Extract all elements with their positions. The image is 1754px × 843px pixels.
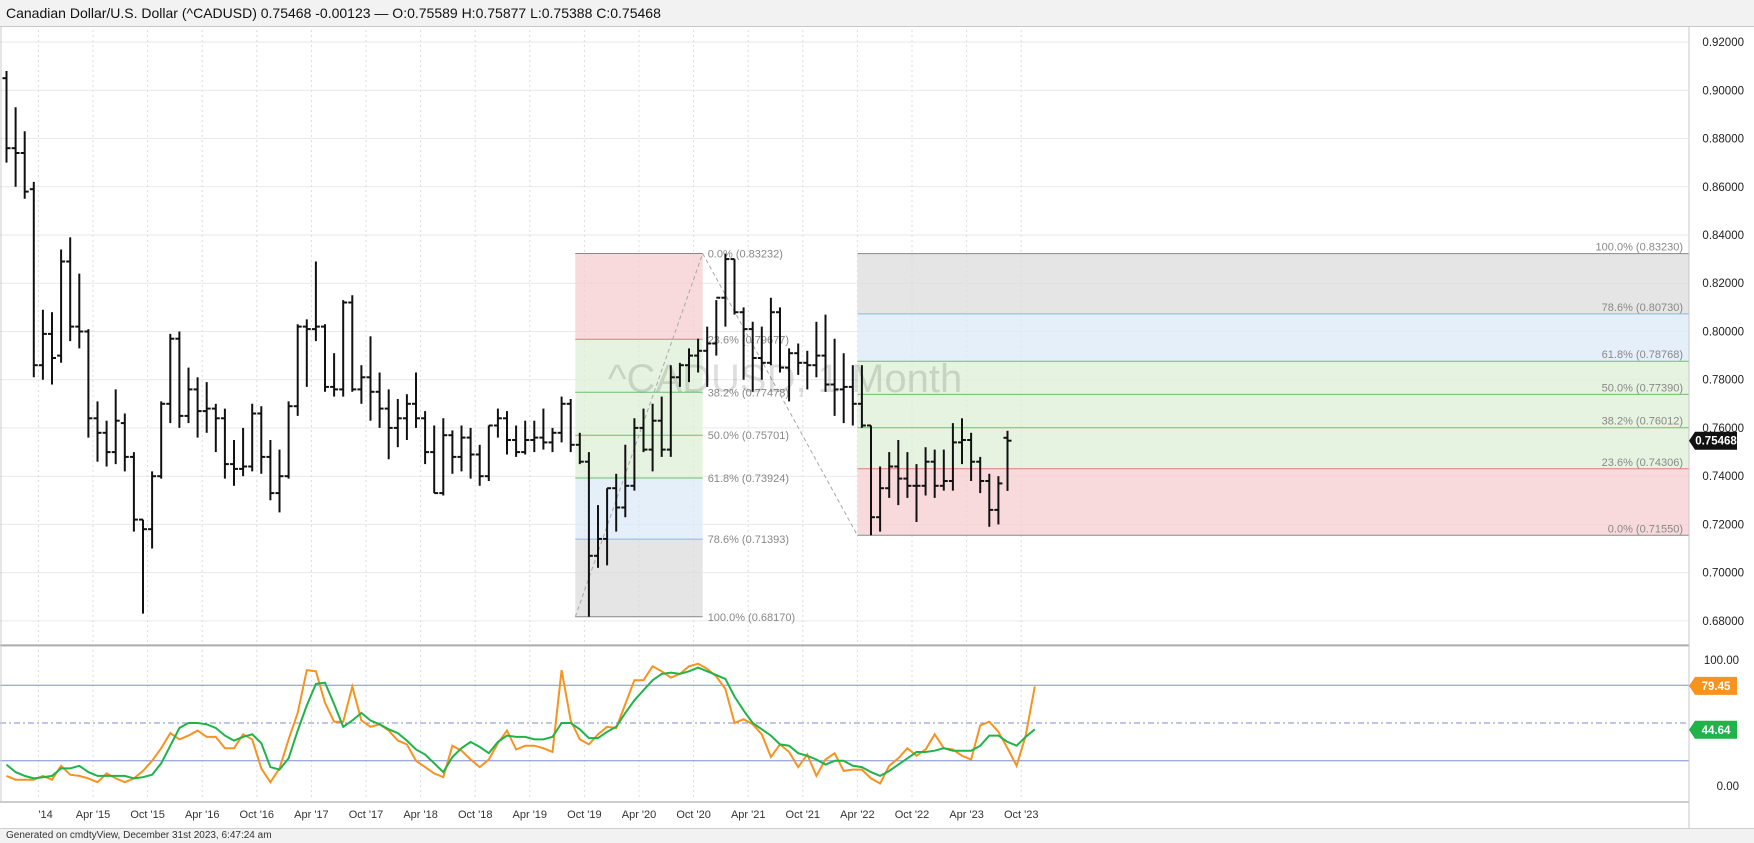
time-axis[interactable]: '14 Apr '15 Oct '15 Apr '16 Oct '16 Apr '17 Oc… (38, 809, 1038, 821)
fib-zone (857, 253, 1689, 314)
fib-level-label: 100.0% (0.68170) (708, 612, 795, 624)
price-tick-label: 0.68000 (1702, 616, 1744, 628)
time-tick-label: Oct '16 (240, 809, 275, 821)
fib-zone (575, 435, 703, 479)
orange-stochastic-value: 79.45 (1702, 681, 1731, 693)
ohlc-bars (2, 71, 1012, 617)
fib-level-label: 23.6% (0.79677) (708, 334, 789, 346)
green-stochastic-value: 44.64 (1702, 725, 1731, 737)
price-tick-label: 0.70000 (1702, 568, 1744, 580)
fib-level-label: 100.0% (0.83230) (1596, 242, 1683, 254)
fib-zone (857, 394, 1689, 428)
time-tick-label: Apr '20 (622, 809, 657, 821)
orange-stochastic-line (6, 662, 1036, 785)
time-tick-label: Oct '18 (458, 809, 493, 821)
fib-level-label: 78.6% (0.80730) (1602, 302, 1683, 314)
chart-title-bar: Canadian Dollar/U.S. Dollar (^CADUSD) 0.… (0, 0, 1754, 27)
price-tick-label: 0.82000 (1702, 278, 1744, 290)
symbol-watermark: ^CADUSD, 1 Month (608, 357, 962, 401)
oscillator-tick-label: 100.00 (1704, 655, 1739, 667)
fib-level-label: 23.6% (0.74306) (1602, 457, 1683, 469)
time-tick-label: Apr '16 (185, 809, 220, 821)
fib-level-label: 0.0% (0.71550) (1608, 523, 1683, 535)
chart-frame (0, 27, 1690, 828)
generated-timestamp: Generated on cmdtyView, December 31st 20… (6, 830, 272, 841)
price-tick-label: 0.88000 (1702, 134, 1744, 146)
time-tick-label: Apr '19 (513, 809, 548, 821)
price-axis[interactable]: 0.680000.700000.720000.740000.760000.780… (1702, 37, 1744, 793)
time-tick-label: Oct '19 (567, 809, 602, 821)
fibonacci-retracements: 0.0% (0.83232) 23.6% (0.79677) 38.2% (0.77… (574, 242, 1689, 624)
green-stochastic-line (5, 666, 1036, 780)
fib-zone (857, 427, 1689, 469)
price-tick-label: 0.74000 (1702, 471, 1744, 483)
footer-bar: Generated on cmdtyView, December 31st 20… (0, 828, 1754, 843)
last-price-value: 0.75468 (1695, 436, 1737, 448)
time-tick-label: Apr '23 (949, 809, 984, 821)
fib-zone (857, 468, 1689, 536)
green-stochastic-badge (1689, 720, 1737, 739)
time-tick-label: Oct '22 (895, 809, 930, 821)
fib-zone (857, 313, 1689, 362)
instrument-title: Canadian Dollar/U.S. Dollar (^CADUSD) 0.… (6, 5, 661, 21)
fib-level-label: 38.2% (0.77478) (708, 387, 789, 399)
orange-stochastic-badge (1689, 676, 1737, 695)
fib-level-label: 78.6% (0.71393) (708, 534, 789, 546)
price-tick-label: 0.80000 (1702, 327, 1744, 339)
price-tick-label: 0.84000 (1702, 230, 1744, 242)
fib-zone (575, 539, 703, 617)
chart-grid (0, 30, 1689, 798)
price-chart[interactable]: 0.0% (0.83232) 23.6% (0.79677) 38.2% (0.77… (0, 27, 1754, 828)
fib-level-label: 0.0% (0.83232) (708, 249, 783, 261)
price-tick-label: 0.72000 (1702, 519, 1744, 531)
time-tick-label: Oct '17 (349, 809, 384, 821)
time-tick-label: Apr '18 (403, 809, 438, 821)
oscillator-tick-label: 0.00 (1717, 781, 1739, 793)
time-tick-label: Oct '15 (130, 809, 165, 821)
fib-trend-line (702, 253, 858, 536)
time-tick-label: Oct '20 (676, 809, 711, 821)
fib-level-label: 50.0% (0.75701) (708, 430, 789, 442)
fib-zone (857, 361, 1689, 395)
price-tick-label: 0.92000 (1702, 37, 1744, 49)
fib-zone (575, 253, 703, 340)
fib-zone (575, 392, 703, 436)
fib-level-label: 38.2% (0.76012) (1602, 416, 1683, 428)
fib-zone (575, 478, 703, 539)
time-tick-label: Apr '22 (840, 809, 875, 821)
fib-level-label: 61.8% (0.73924) (708, 473, 789, 485)
price-tick-label: 0.90000 (1702, 85, 1744, 97)
time-tick-label: Oct '21 (786, 809, 821, 821)
price-tick-label: 0.86000 (1702, 182, 1744, 194)
stochastic-lines (0, 645, 1689, 785)
time-tick-label: Oct '23 (1004, 809, 1039, 821)
time-tick-label: Apr '17 (294, 809, 329, 821)
last-price-badge (1689, 431, 1737, 450)
price-tick-label: 0.78000 (1702, 375, 1744, 387)
time-tick-label: Apr '15 (76, 809, 111, 821)
time-tick-label: '14 (38, 809, 52, 821)
fib-level-label: 50.0% (0.77390) (1602, 382, 1683, 394)
time-tick-label: Apr '21 (731, 809, 766, 821)
last-value-badges: 0.75468 79.45 44.64 (1689, 431, 1737, 739)
fib-level-label: 61.8% (0.78768) (1602, 349, 1683, 361)
